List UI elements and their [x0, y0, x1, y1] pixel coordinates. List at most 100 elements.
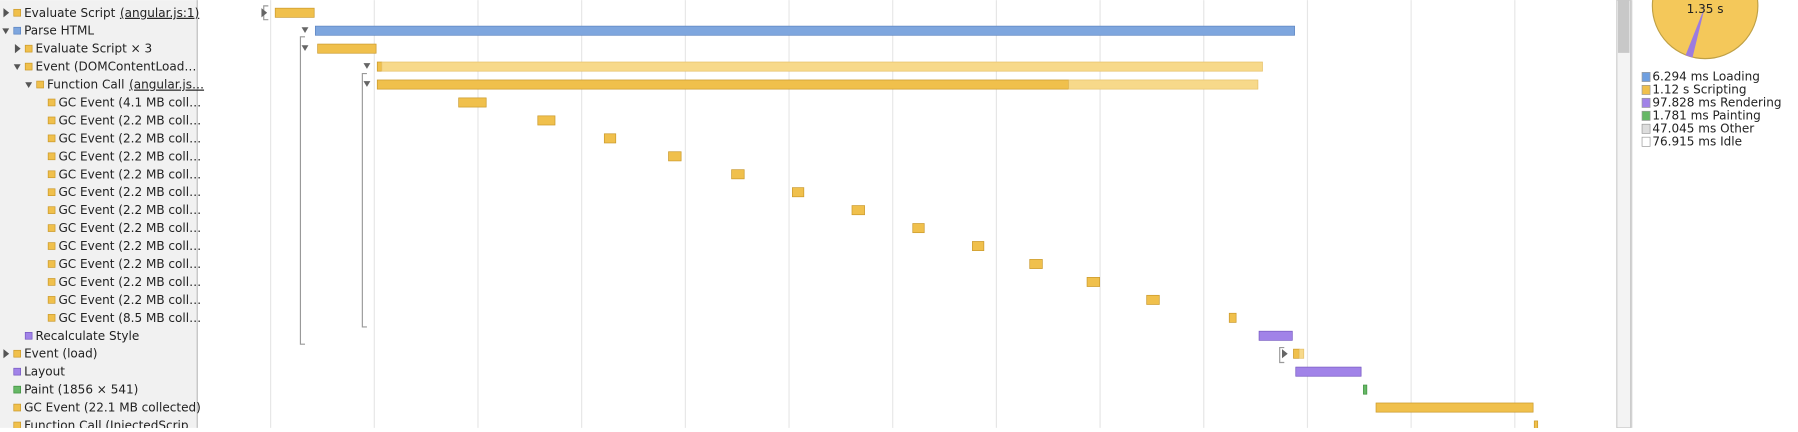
record-label[interactable]: Event (load) [24, 346, 97, 360]
record-label[interactable]: GC Event (2.2 MB coll… [58, 256, 201, 270]
tree-toggle[interactable] [13, 64, 21, 71]
timeline-bar[interactable] [792, 187, 805, 198]
timeline-bar[interactable] [1533, 420, 1539, 431]
category-swatch [47, 278, 56, 286]
timeline-toggle[interactable] [363, 81, 371, 87]
timeline-bar[interactable] [1029, 259, 1043, 269]
timeline-bar[interactable] [376, 79, 1070, 90]
timeline-bar[interactable] [912, 223, 925, 234]
category-swatch [47, 224, 56, 232]
record-label[interactable]: Evaluate Script (angular.js:1) [24, 5, 199, 19]
timeline-bar[interactable] [1295, 366, 1362, 377]
timeline-bar[interactable] [1298, 348, 1305, 359]
timeline-bar[interactable] [1375, 402, 1534, 413]
timeline-bar[interactable] [274, 7, 315, 18]
record-label[interactable]: GC Event (2.2 MB coll… [58, 113, 201, 127]
bracket [1279, 347, 1285, 364]
timeline-toggle[interactable] [261, 8, 268, 18]
timeline-bar[interactable] [458, 97, 487, 108]
timeline-bar[interactable] [314, 25, 1295, 36]
timeline-toggle[interactable] [363, 63, 371, 69]
record-title: GC Event (2.2 MB coll… [58, 203, 201, 217]
category-swatch [47, 98, 56, 107]
timeline-bar[interactable] [1146, 294, 1160, 305]
bracket [361, 72, 367, 328]
legend-swatch [1641, 97, 1651, 108]
source-link[interactable]: (angular.js:1) [120, 5, 199, 19]
timeline-bar[interactable] [1258, 330, 1293, 341]
record-label[interactable]: GC Event (2.2 MB coll… [58, 239, 201, 253]
timeline-bar[interactable] [1363, 384, 1368, 395]
tree-toggle[interactable] [25, 82, 33, 88]
timeline-toggle[interactable] [301, 27, 309, 33]
record-label[interactable]: GC Event (2.2 MB coll… [58, 203, 201, 217]
record-label[interactable]: GC Event (2.2 MB coll… [58, 185, 201, 199]
record-title: Function Call [47, 77, 124, 91]
category-swatch [47, 206, 56, 214]
record-title: Evaluate Script [24, 5, 116, 19]
record-label[interactable]: Layout [24, 364, 65, 378]
timeline-bar[interactable] [1086, 277, 1101, 287]
timeline-bar[interactable] [603, 133, 617, 144]
record-label[interactable]: GC Event (2.2 MB coll… [58, 292, 201, 306]
timeline-bar[interactable] [1293, 348, 1300, 359]
legend-label: 6.294 ms Loading [1652, 69, 1760, 83]
record-label[interactable]: Evaluate Script × 3 [36, 41, 153, 55]
timeline-bar[interactable] [317, 43, 377, 54]
timeline-bar[interactable] [668, 151, 682, 162]
category-swatch [24, 331, 33, 340]
record-title: GC Event (8.5 MB coll… [58, 310, 201, 324]
category-swatch [13, 403, 21, 412]
category-swatch [47, 296, 56, 304]
record-label[interactable]: Function Call (InjectedScrip… [24, 418, 200, 432]
timeline-toggle[interactable] [1281, 349, 1288, 359]
tree-toggle[interactable] [3, 8, 10, 18]
timeline-bar[interactable] [731, 169, 745, 180]
legend-swatch [1641, 123, 1651, 134]
tree-toggle[interactable] [3, 349, 10, 359]
source-link[interactable]: (angular.js… [129, 77, 204, 91]
record-label[interactable]: GC Event (22.1 MB collected) [24, 400, 201, 414]
record-label[interactable]: GC Event (2.2 MB coll… [58, 221, 201, 235]
legend-label: 47.045 ms Other [1652, 121, 1754, 135]
record-label[interactable]: GC Event (8.5 MB coll… [58, 310, 201, 324]
record-title: GC Event (2.2 MB coll… [58, 131, 201, 145]
tree-toggle[interactable] [14, 44, 21, 54]
record-label[interactable]: GC Event (2.2 MB coll… [58, 149, 201, 163]
record-label[interactable]: Paint (1856 × 541) [24, 382, 138, 396]
scrollbar[interactable] [1616, 0, 1632, 429]
record-label[interactable]: Recalculate Style [36, 328, 140, 342]
category-swatch [47, 314, 56, 322]
legend-label: 1.12 s Scripting [1652, 82, 1746, 96]
timeline-bar[interactable] [851, 205, 865, 216]
legend-label: 76.915 ms Idle [1652, 134, 1742, 148]
record-title: Paint (1856 × 541) [24, 382, 138, 396]
timeline-bar[interactable] [537, 115, 556, 126]
timeline-toggle[interactable] [301, 45, 309, 51]
record-title: Parse HTML [24, 23, 94, 37]
timeline-bar[interactable] [381, 61, 1263, 72]
timeline-bar[interactable] [376, 61, 383, 72]
record-label[interactable]: Event (DOMContentLoad… [36, 59, 197, 73]
scroll-thumb[interactable] [1617, 0, 1630, 53]
timeline-bar[interactable] [1068, 79, 1259, 90]
category-swatch [13, 349, 21, 358]
tree-toggle[interactable] [2, 28, 10, 35]
record-label[interactable]: GC Event (2.2 MB coll… [58, 274, 201, 288]
timeline-bar[interactable] [1228, 312, 1237, 323]
tree-panel [0, 0, 198, 428]
record-label[interactable]: Parse HTML [24, 23, 94, 37]
category-swatch [47, 134, 56, 143]
record-title: Layout [24, 364, 65, 378]
record-label[interactable]: Function Call (angular.js… [47, 77, 204, 91]
timeline-bar[interactable] [972, 241, 985, 251]
record-title: GC Event (2.2 MB coll… [58, 292, 201, 306]
record-title: Event (load) [24, 346, 97, 360]
legend-label: 97.828 ms Rendering [1652, 95, 1781, 109]
record-label[interactable]: GC Event (2.2 MB coll… [58, 167, 201, 181]
legend-swatch [1641, 72, 1651, 82]
legend-label: 1.781 ms Painting [1652, 108, 1760, 122]
record-label[interactable]: GC Event (2.2 MB coll… [58, 131, 201, 145]
record-label[interactable]: GC Event (4.1 MB coll… [58, 95, 201, 109]
